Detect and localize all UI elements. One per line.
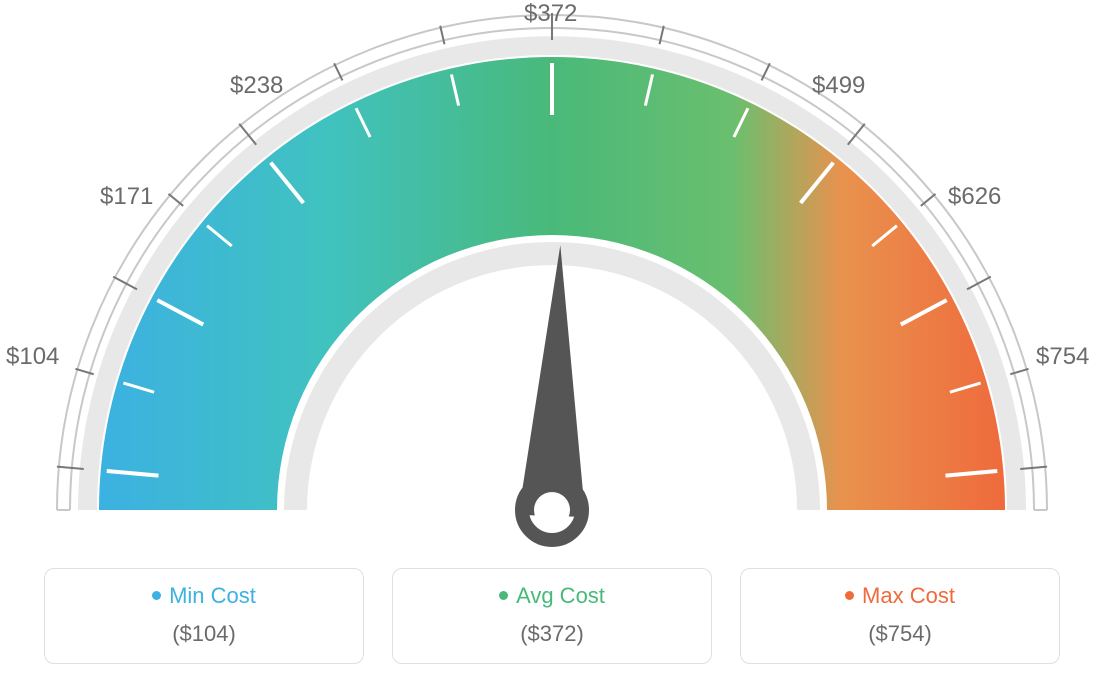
dot-icon [845,591,854,600]
gauge-tick-label: $626 [948,183,1001,211]
gauge-tick-label: $754 [1036,343,1089,371]
dot-icon [499,591,508,600]
cost-gauge: $104 $171 $238 $372 $499 $626 $754 [0,0,1104,560]
dot-icon [152,591,161,600]
legend-max-label: Max Cost [862,583,955,608]
gauge-tick-label: $372 [524,0,577,28]
legend-min-label: Min Cost [169,583,256,608]
legend-avg-title: Avg Cost [403,583,701,609]
gauge-tick-label: $499 [812,72,865,100]
gauge-tick-label: $238 [230,72,283,100]
legend-avg-label: Avg Cost [516,583,605,608]
legend-min-card: Min Cost ($104) [44,568,364,664]
legend-min-title: Min Cost [55,583,353,609]
legend-min-value: ($104) [55,621,353,647]
legend-row: Min Cost ($104) Avg Cost ($372) Max Cost… [0,568,1104,664]
gauge-tick-label: $104 [6,343,59,371]
legend-max-value: ($754) [751,621,1049,647]
legend-max-card: Max Cost ($754) [740,568,1060,664]
legend-max-title: Max Cost [751,583,1049,609]
gauge-tick-label: $171 [100,183,153,211]
gauge-svg [0,0,1104,560]
legend-avg-card: Avg Cost ($372) [392,568,712,664]
legend-avg-value: ($372) [403,621,701,647]
